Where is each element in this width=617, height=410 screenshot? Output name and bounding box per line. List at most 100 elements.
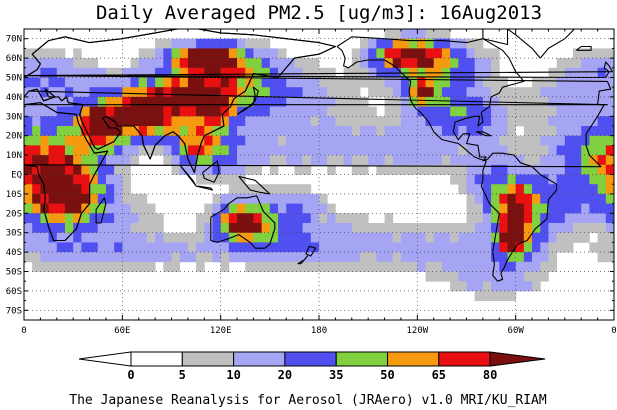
field-cell bbox=[204, 232, 213, 243]
field-cell bbox=[425, 164, 435, 175]
field-cell bbox=[327, 252, 336, 263]
field-cell bbox=[425, 58, 435, 69]
field-cell bbox=[458, 184, 467, 195]
field-cell bbox=[458, 58, 467, 69]
field-cell bbox=[73, 184, 82, 195]
field-cell bbox=[196, 145, 205, 156]
field-cell bbox=[24, 135, 33, 146]
field-cell bbox=[548, 106, 558, 117]
field-cell bbox=[32, 58, 41, 69]
field-cell bbox=[376, 126, 385, 137]
field-cell bbox=[573, 106, 582, 117]
field-cell bbox=[433, 145, 443, 156]
field-cell bbox=[450, 145, 459, 156]
field-cell bbox=[81, 77, 90, 88]
field-cell bbox=[122, 193, 131, 204]
field-cell bbox=[187, 67, 197, 78]
field-cell bbox=[48, 135, 58, 146]
field-cell bbox=[499, 126, 508, 137]
field-cell bbox=[499, 87, 508, 98]
field-cell bbox=[237, 87, 246, 98]
field-cell bbox=[278, 223, 287, 234]
field-cell bbox=[278, 203, 287, 214]
field-cell bbox=[122, 135, 131, 146]
field-cell bbox=[319, 193, 328, 204]
field-cell bbox=[204, 48, 213, 59]
field-cell bbox=[384, 38, 394, 49]
field-cell bbox=[237, 232, 246, 243]
field-cell bbox=[507, 106, 517, 117]
field-cell bbox=[310, 135, 320, 146]
field-cell bbox=[515, 174, 525, 185]
field-cell bbox=[474, 164, 484, 175]
field-cell bbox=[540, 155, 549, 166]
field-cell bbox=[204, 87, 213, 98]
field-cell bbox=[228, 106, 238, 117]
field-cell bbox=[507, 213, 517, 224]
field-cell bbox=[261, 38, 271, 49]
field-cell bbox=[212, 203, 222, 214]
field-cell bbox=[523, 135, 533, 146]
field-cell bbox=[573, 116, 582, 127]
field-cell bbox=[269, 135, 279, 146]
field-cell bbox=[433, 271, 443, 282]
field-cell bbox=[286, 106, 295, 117]
field-cell bbox=[343, 96, 353, 107]
field-cell bbox=[40, 242, 49, 253]
field-cell bbox=[417, 223, 426, 234]
field-cell bbox=[417, 155, 426, 166]
field-cell bbox=[351, 232, 361, 243]
field-cell bbox=[212, 174, 222, 185]
field-cell bbox=[163, 252, 172, 263]
field-cell bbox=[114, 135, 123, 146]
field-cell bbox=[384, 232, 394, 243]
field-cell bbox=[32, 135, 41, 146]
field-cell bbox=[97, 135, 107, 146]
field-cell bbox=[523, 281, 533, 292]
field-cell bbox=[327, 145, 336, 156]
field-cell bbox=[64, 242, 74, 253]
field-cell bbox=[368, 252, 377, 263]
field-cell bbox=[310, 232, 320, 243]
lat-tick-label: 60S bbox=[6, 287, 22, 297]
field-cell bbox=[56, 174, 66, 185]
field-cell bbox=[196, 252, 205, 263]
field-cell bbox=[89, 261, 99, 272]
field-cell bbox=[130, 223, 140, 234]
field-cell bbox=[359, 77, 369, 88]
field-cell bbox=[458, 106, 467, 117]
field-cell bbox=[507, 281, 517, 292]
field-cell bbox=[138, 67, 148, 78]
field-cell bbox=[294, 67, 304, 78]
field-cell bbox=[597, 252, 607, 263]
field-cell bbox=[155, 242, 164, 253]
field-cell bbox=[48, 155, 58, 166]
field-cell bbox=[564, 174, 574, 185]
field-cell bbox=[540, 203, 549, 214]
field-cell bbox=[564, 145, 574, 156]
field-cell bbox=[138, 116, 148, 127]
field-cell bbox=[515, 223, 525, 234]
field-cell bbox=[48, 77, 58, 88]
field-cell bbox=[581, 145, 590, 156]
field-cell bbox=[32, 87, 41, 98]
field-cell bbox=[105, 77, 115, 88]
field-cell bbox=[278, 232, 287, 243]
field-cell bbox=[482, 58, 492, 69]
field-cell bbox=[409, 155, 418, 166]
field-cell bbox=[130, 155, 140, 166]
field-cell bbox=[179, 252, 189, 263]
field-cell bbox=[425, 116, 435, 127]
field-cell bbox=[597, 96, 607, 107]
field-cell bbox=[286, 135, 295, 146]
field-cell bbox=[97, 261, 107, 272]
field-cell bbox=[130, 242, 140, 253]
field-cell bbox=[122, 67, 131, 78]
field-cell bbox=[409, 252, 418, 263]
field-cell bbox=[523, 96, 533, 107]
field-cell bbox=[179, 87, 189, 98]
field-cell bbox=[310, 193, 320, 204]
field-cell bbox=[392, 77, 402, 88]
field-cell bbox=[573, 184, 582, 195]
field-cell bbox=[261, 252, 271, 263]
